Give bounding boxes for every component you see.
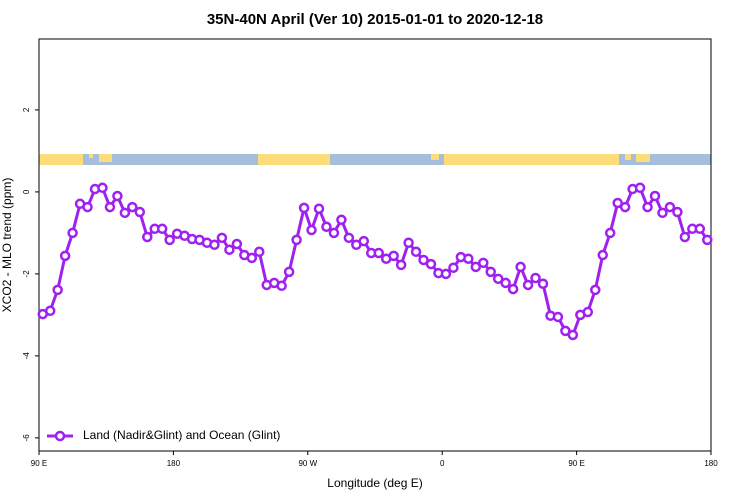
data-point bbox=[112, 190, 123, 202]
data-point bbox=[679, 231, 691, 243]
data-point bbox=[209, 239, 220, 251]
x-tick-label: 90 E bbox=[31, 459, 47, 468]
data-point bbox=[612, 197, 623, 209]
data-point bbox=[254, 246, 265, 258]
data-point bbox=[164, 234, 175, 246]
data-point bbox=[649, 190, 661, 202]
data-point bbox=[134, 206, 146, 218]
data-point bbox=[276, 280, 287, 292]
data-point bbox=[597, 249, 608, 261]
x-tick-label: 180 bbox=[704, 459, 718, 468]
data-point bbox=[440, 268, 452, 280]
data-point bbox=[82, 201, 93, 213]
data-point bbox=[672, 206, 683, 218]
legend-marker bbox=[54, 430, 66, 442]
data-point bbox=[418, 254, 429, 266]
data-point bbox=[604, 227, 616, 239]
x-tick-label: 0 bbox=[440, 459, 445, 468]
data-point bbox=[552, 311, 564, 323]
data-point bbox=[336, 214, 347, 226]
data-point bbox=[619, 201, 631, 213]
data-point bbox=[530, 272, 541, 284]
y-axis-label: XCO2 - MLO trend (ppm) bbox=[0, 178, 14, 313]
plot-frame bbox=[38, 38, 712, 452]
data-point bbox=[52, 284, 63, 296]
data-point bbox=[231, 238, 243, 250]
data-point bbox=[246, 252, 258, 264]
data-point bbox=[642, 201, 653, 213]
data-point bbox=[119, 207, 131, 219]
data-point bbox=[97, 182, 108, 194]
data-point bbox=[485, 266, 496, 278]
data-point bbox=[463, 253, 474, 264]
data-point bbox=[142, 231, 153, 243]
data-point bbox=[298, 202, 310, 214]
data-point bbox=[291, 234, 302, 246]
data-point bbox=[283, 266, 295, 278]
data-point bbox=[634, 182, 646, 194]
data-point bbox=[657, 207, 668, 219]
data-point bbox=[127, 201, 138, 213]
data-point bbox=[448, 262, 459, 274]
data-point bbox=[500, 277, 511, 289]
data-point bbox=[694, 223, 706, 235]
data-point bbox=[470, 261, 482, 273]
x-tick-label: 180 bbox=[167, 459, 181, 468]
data-point bbox=[515, 261, 526, 273]
x-tick-label: 90 W bbox=[298, 459, 317, 468]
y-tick-label: 0 bbox=[22, 189, 31, 194]
data-point bbox=[702, 234, 713, 246]
data-point bbox=[410, 246, 422, 258]
data-point bbox=[44, 305, 56, 317]
data-point bbox=[590, 284, 601, 296]
data-point bbox=[358, 235, 370, 247]
data-point bbox=[537, 278, 549, 289]
data-point bbox=[492, 273, 504, 285]
data-point bbox=[395, 259, 407, 271]
data-point bbox=[156, 223, 168, 235]
data-point bbox=[59, 250, 71, 262]
land-ocean-strip bbox=[39, 154, 711, 165]
data-point bbox=[560, 325, 571, 337]
data-point bbox=[373, 247, 384, 259]
data-point bbox=[478, 257, 489, 269]
data-point bbox=[522, 279, 534, 291]
data-point bbox=[224, 244, 235, 255]
data-point bbox=[104, 201, 116, 213]
data-point bbox=[567, 329, 579, 341]
data-point bbox=[313, 203, 325, 214]
y-tick-label: -6 bbox=[22, 434, 31, 442]
data-point bbox=[328, 227, 340, 239]
data-point bbox=[425, 258, 437, 270]
data-point bbox=[388, 250, 399, 262]
data-point bbox=[343, 232, 355, 244]
y-tick-label: 2 bbox=[22, 107, 31, 112]
y-tick-label: -2 bbox=[22, 270, 31, 278]
x-tick-label: 90 E bbox=[568, 459, 584, 468]
data-point bbox=[306, 224, 317, 236]
data-point bbox=[216, 232, 228, 244]
y-tick-label: -4 bbox=[22, 352, 31, 360]
data-point bbox=[403, 237, 414, 248]
chart-title: 35N-40N April (Ver 10) 2015-01-01 to 202… bbox=[207, 11, 543, 28]
data-point bbox=[664, 201, 676, 213]
legend-label: Land (Nadir&Glint) and Ocean (Glint) bbox=[83, 428, 280, 442]
data-point bbox=[582, 306, 594, 318]
x-axis-label: Longitude (deg E) bbox=[327, 476, 422, 490]
data-point bbox=[67, 227, 78, 239]
data-point bbox=[321, 221, 332, 233]
data-point bbox=[507, 283, 519, 295]
